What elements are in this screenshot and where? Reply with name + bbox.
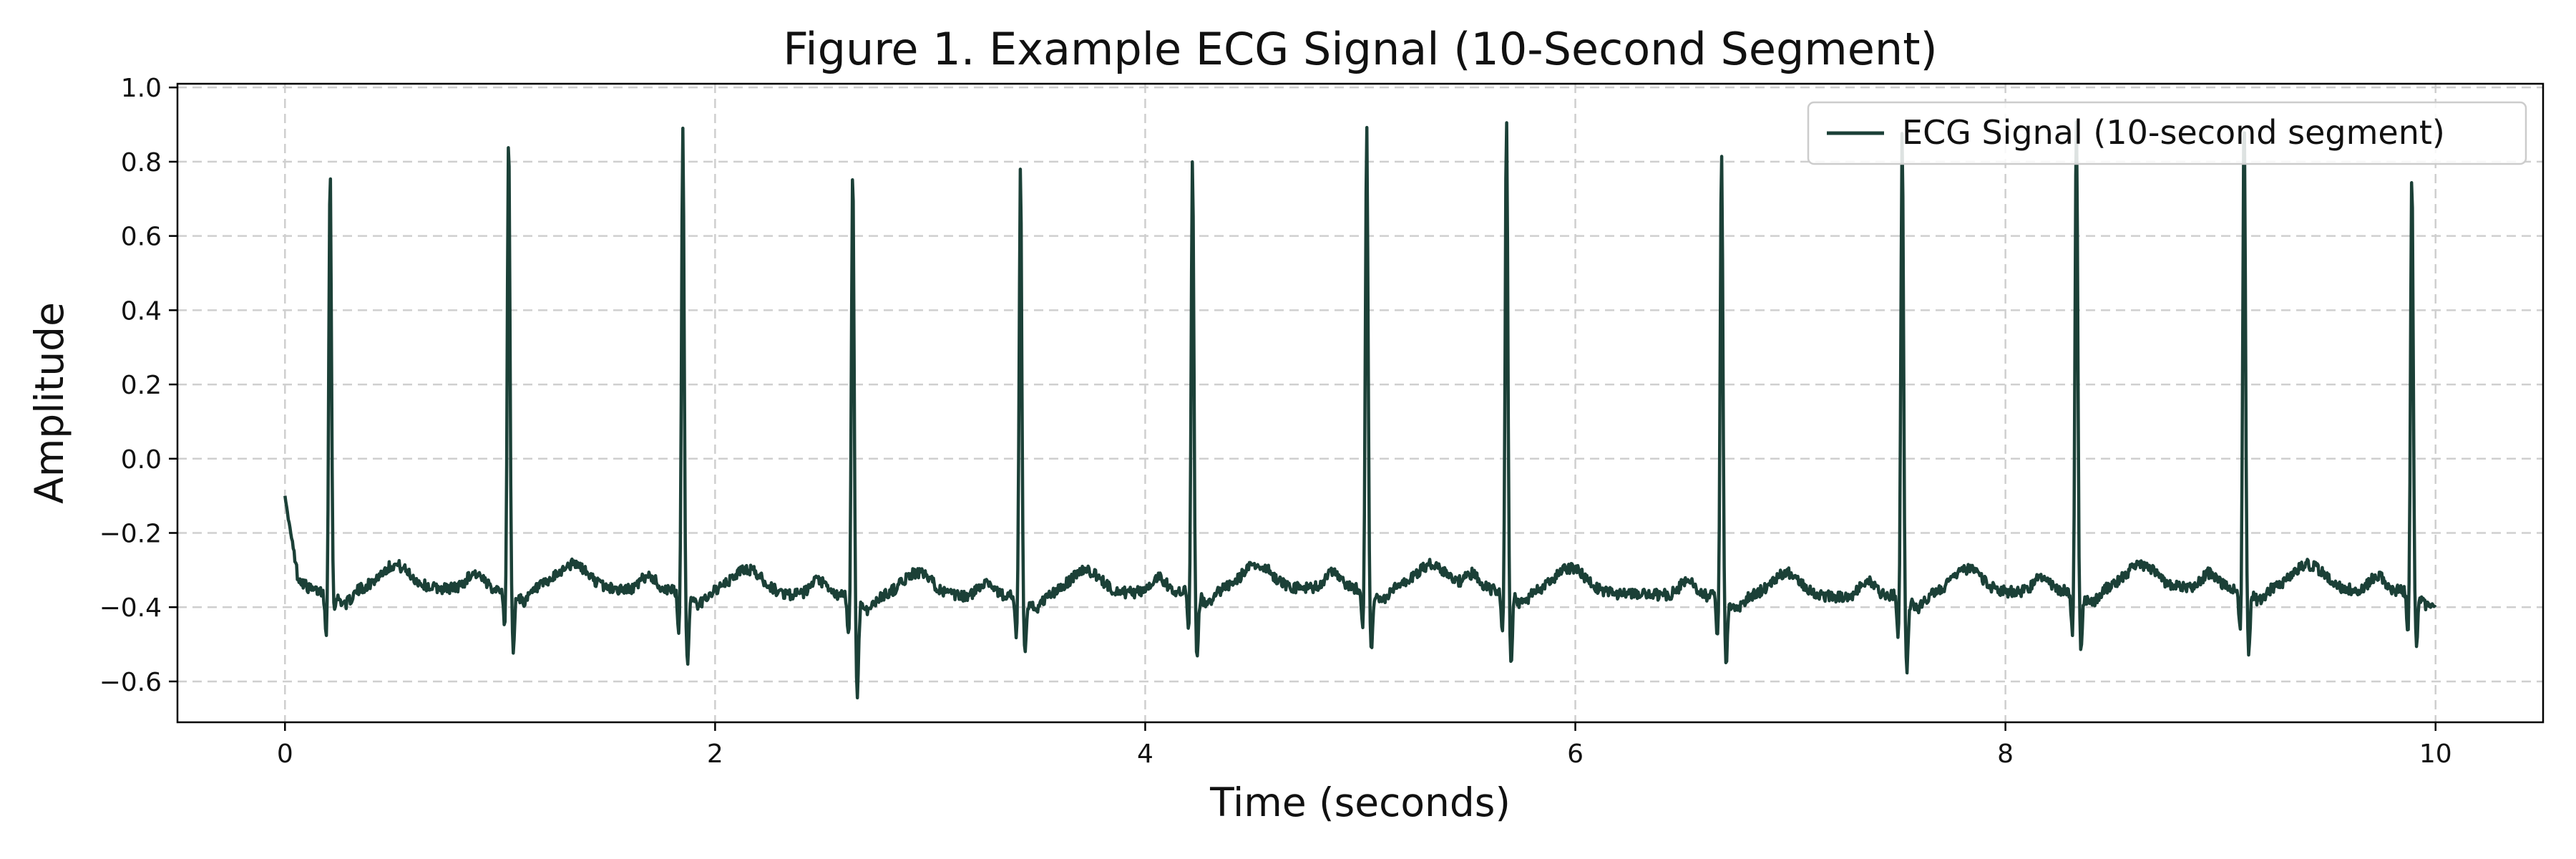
x-axis-ticks: 0 2 4 6 8 10 <box>277 722 2452 769</box>
y-tick-label: 0.2 <box>121 371 162 400</box>
y-tick-label: 0.8 <box>121 148 162 178</box>
legend-label: ECG Signal (10-second segment) <box>1902 113 2445 152</box>
x-tick-label: 0 <box>277 739 293 769</box>
legend: ECG Signal (10-second segment) <box>1807 101 2527 165</box>
y-axis-ticks: 1.0 0.8 0.6 0.4 0.2 0.0 −0.2 −0.4 −0.6 <box>99 74 177 697</box>
chart-title: Figure 1. Example ECG Signal (10-Second … <box>783 23 1937 75</box>
y-tick-label: 0.6 <box>121 223 162 252</box>
y-tick-label: 0.4 <box>121 296 162 326</box>
y-tick-label: 0.0 <box>121 445 162 475</box>
x-tick-label: 2 <box>707 739 723 769</box>
grid-lines <box>177 84 2543 722</box>
x-tick-label: 4 <box>1137 739 1153 769</box>
y-axis-label: Amplitude <box>26 302 72 504</box>
y-tick-label: −0.4 <box>99 593 162 623</box>
y-tick-label: −0.6 <box>99 668 162 697</box>
x-axis-label: Time (seconds) <box>1209 780 1511 825</box>
ecg-signal-line <box>283 120 2437 700</box>
x-tick-label: 6 <box>1567 739 1584 769</box>
legend-box <box>1807 101 2527 165</box>
x-tick-label: 10 <box>2419 739 2452 769</box>
x-tick-label: 8 <box>1997 739 2014 769</box>
series-layer <box>283 120 2437 700</box>
y-tick-label: 1.0 <box>121 74 162 103</box>
y-tick-label: −0.2 <box>99 520 162 549</box>
plot-frame <box>176 82 2545 724</box>
